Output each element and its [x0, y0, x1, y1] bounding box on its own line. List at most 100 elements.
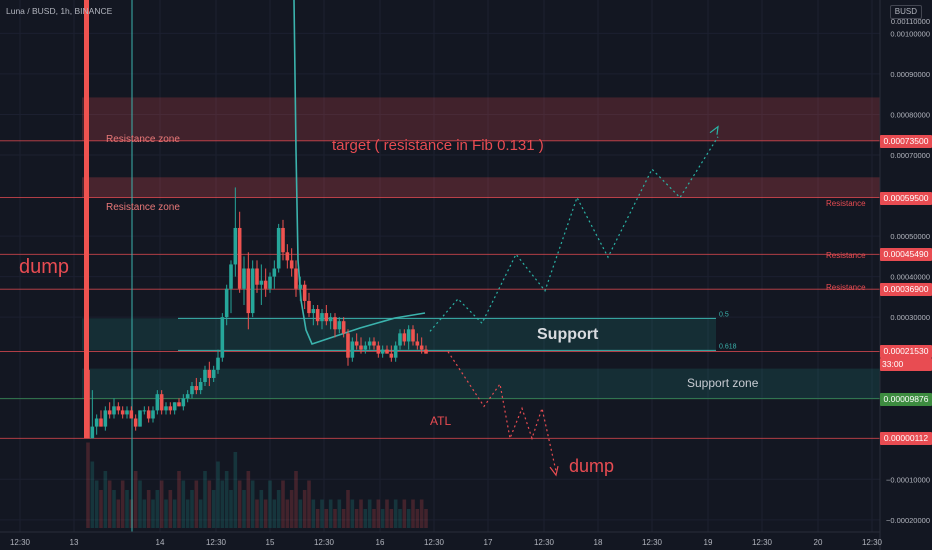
annotation-resistance-zone-lower: Resistance zone: [106, 202, 180, 213]
candle-body: [389, 353, 394, 358]
candle-body: [224, 288, 229, 318]
volume-bar: [385, 499, 389, 528]
volume-bar: [328, 499, 333, 528]
volume-bar: [185, 499, 190, 528]
candle-body: [328, 317, 333, 322]
volume-bar: [120, 480, 125, 528]
candle-body: [333, 317, 337, 330]
candle-body: [415, 341, 420, 346]
time-tick-label: 14: [156, 538, 165, 547]
candle-body: [207, 369, 212, 378]
candle-body: [259, 280, 264, 285]
zone-resistance: [82, 97, 880, 141]
candle-body: [363, 345, 368, 350]
volume-bar: [298, 499, 303, 528]
candle-body: [116, 406, 121, 411]
time-tick-label: 12:30: [314, 538, 335, 547]
volume-bar: [181, 480, 186, 528]
volume-bar: [263, 499, 268, 528]
candle-body: [168, 406, 173, 411]
candle-body: [419, 345, 424, 350]
volume-bar: [216, 461, 220, 528]
volume-bar: [103, 471, 108, 528]
candle-body: [341, 321, 346, 334]
symbol-title: Luna / BUSD, 1h, BINANCE: [6, 6, 113, 16]
candle-body: [302, 284, 307, 301]
countdown-badge: 33:00: [880, 358, 932, 372]
time-tick-label: 12:30: [10, 538, 31, 547]
candle-body: [246, 268, 251, 314]
candle-body: [146, 410, 151, 419]
volume-bar: [272, 499, 277, 528]
time-tick-label: 12:30: [206, 538, 227, 547]
volume-bar: [402, 499, 407, 528]
price-tick-label: 0.00110000: [891, 17, 930, 26]
candle-body: [172, 402, 177, 411]
projection-down-path: [447, 351, 557, 472]
volume-bar: [164, 499, 168, 528]
volume-bar: [419, 499, 424, 528]
volume-bar: [341, 509, 346, 528]
price-badge: 0.00036900: [880, 283, 932, 297]
candle-body: [324, 313, 329, 322]
annotation-dump-right: dump: [569, 456, 614, 476]
candle-body: [285, 252, 290, 261]
candle-body: [346, 333, 350, 358]
candle-body: [380, 349, 385, 354]
time-tick-label: 12:30: [752, 538, 773, 547]
candle-body: [307, 300, 311, 314]
candle-body: [220, 317, 225, 358]
volume-bar: [354, 509, 359, 528]
price-tick-label: −0.00020000: [886, 516, 930, 525]
volume-bar: [220, 480, 225, 528]
volume-bar: [268, 480, 272, 528]
volume-bar: [237, 480, 242, 528]
volume-bar: [372, 509, 376, 528]
volume-bar: [233, 452, 238, 528]
volume-bar: [376, 499, 381, 528]
candle-body: [185, 394, 190, 399]
volume-bar: [194, 480, 199, 528]
volume-bar: [172, 499, 177, 528]
candle-body: [320, 313, 324, 322]
volume-bar: [155, 490, 160, 528]
price-badge: 0.00021530: [880, 345, 932, 359]
volume-bar: [398, 509, 402, 528]
candle-body: [385, 349, 389, 354]
candle-body: [337, 321, 342, 330]
projection-up-arrow: [709, 125, 719, 135]
time-tick-label: 16: [376, 538, 385, 547]
volume-bar: [415, 509, 420, 528]
volume-bar: [242, 490, 246, 528]
candle-body: [216, 357, 220, 370]
candle-body: [94, 418, 99, 427]
candle-body: [159, 394, 164, 411]
candle-body: [311, 309, 316, 314]
annotation-resistance-1: Resistance: [826, 199, 866, 208]
candle-body: [90, 426, 95, 439]
candle-body: [103, 410, 108, 427]
volume-bar: [350, 499, 355, 528]
volume-bar: [393, 499, 398, 528]
volume-bar: [359, 499, 363, 528]
volume-bar: [346, 490, 350, 528]
candle-body: [120, 410, 125, 415]
candle-body: [107, 410, 112, 415]
volume-bar: [363, 509, 368, 528]
candle-body: [164, 406, 168, 411]
candle-body: [276, 227, 281, 269]
candle-body: [411, 329, 415, 342]
candle-body: [155, 394, 160, 411]
candle-body: [281, 227, 285, 253]
volume-bar: [380, 509, 385, 528]
volume-bar: [159, 480, 164, 528]
candle-body: [398, 333, 402, 346]
annotation-atl: ATL: [430, 414, 451, 428]
price-tick-label: −0.00010000: [886, 475, 930, 484]
volume-bar: [259, 490, 264, 528]
volume-bar: [246, 471, 251, 528]
projection-down-arrow: [549, 466, 559, 477]
currency-badge[interactable]: BUSD: [889, 5, 922, 19]
